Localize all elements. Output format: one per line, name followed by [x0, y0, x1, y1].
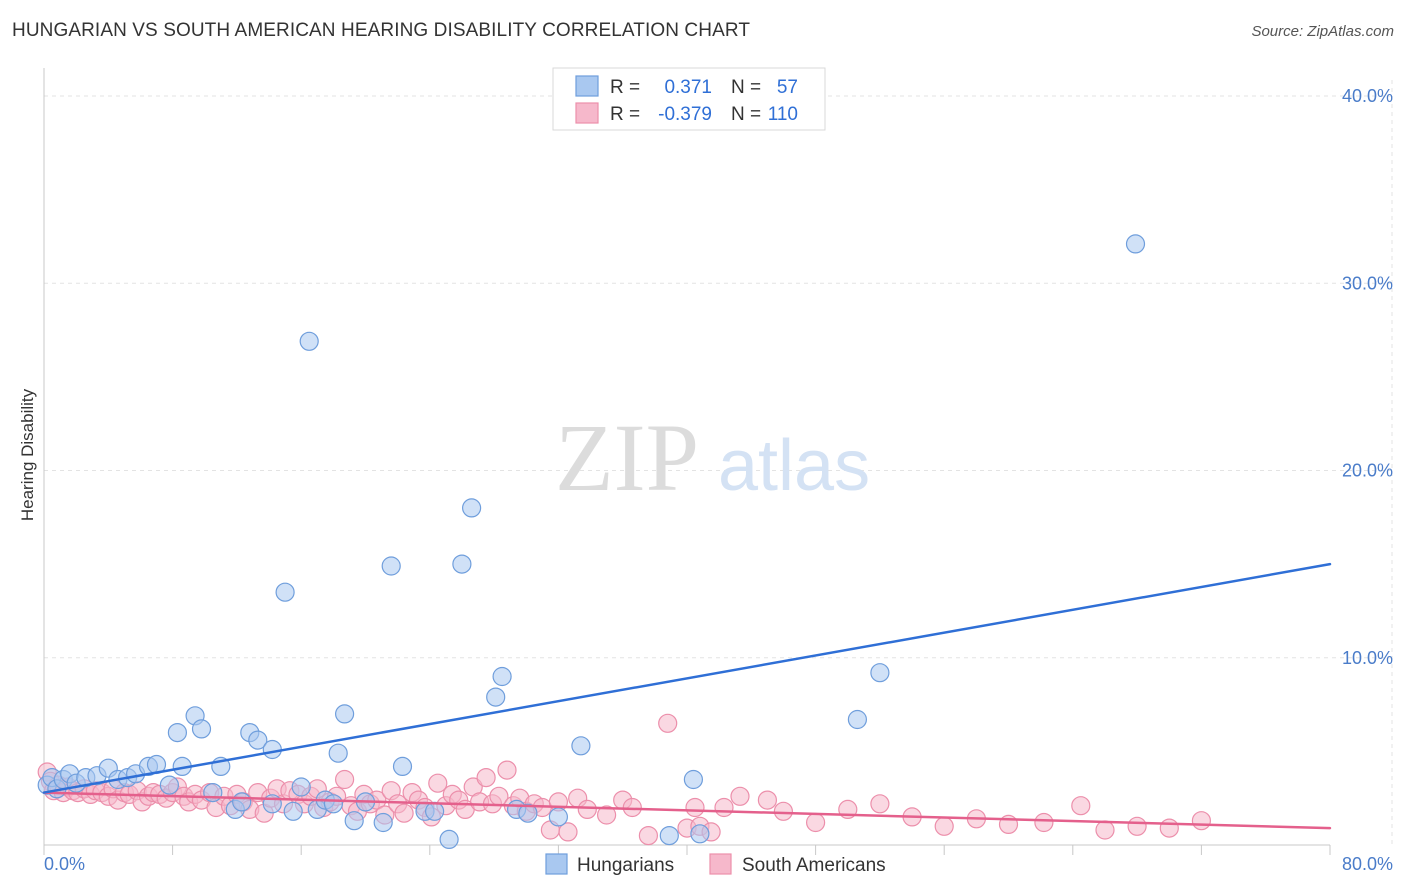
watermark-atlas: atlas [718, 426, 870, 506]
legend-n-value-south-americans: 110 [768, 104, 798, 125]
south-americans-point [1034, 812, 1054, 833]
south-americans-point [394, 803, 414, 823]
watermark: ZIP atlas [555, 404, 870, 511]
south-americans-point [1159, 818, 1179, 838]
hungarians-point [335, 704, 355, 724]
hungarians-point [344, 811, 364, 831]
hungarians-point [439, 829, 459, 850]
hungarians-point [452, 554, 472, 574]
south-americans-point [714, 797, 734, 818]
south-americans-point [870, 794, 890, 814]
south-americans-point [1071, 796, 1091, 816]
south-americans-point [577, 799, 597, 820]
legend-swatch-south-americans [575, 102, 599, 124]
hungarians-point [392, 756, 413, 777]
series-legend-south-americans: South Americans [742, 855, 886, 876]
hungarians-point [299, 331, 319, 351]
hungarians-point [870, 663, 890, 683]
south-americans-point [558, 822, 578, 842]
hungarians-trend-line [42, 562, 1332, 794]
hungarians-point [323, 794, 343, 814]
hungarians-point [328, 743, 348, 763]
tick-labels: 10.0% 20.0% 30.0% 40.0% 0.0% 80.0% [44, 86, 1393, 874]
legend-r-label-hungarians: R = [610, 77, 640, 98]
series-legend-swatch-hungarians [545, 853, 568, 875]
series-legend: Hungarians South Americans [545, 853, 886, 876]
legend-r-value-hungarians: 0.371 [664, 77, 712, 98]
hungarians-point [571, 736, 591, 756]
y-axis-label: Hearing Disability [18, 388, 37, 521]
hungarians-point [548, 807, 569, 827]
legend-n-value-hungarians: 57 [777, 77, 798, 98]
south-americans-point [1127, 816, 1147, 836]
axes [43, 68, 1331, 855]
chart-title: HUNGARIAN VS SOUTH AMERICAN HEARING DISA… [12, 20, 751, 41]
south-americans-point [773, 801, 794, 821]
legend-n-label-south-americans: N = [731, 104, 761, 125]
source-credit: Source: ZipAtlas.com [1251, 23, 1394, 40]
hungarians-point [486, 687, 506, 707]
x-tick-label: 80.0% [1342, 854, 1393, 874]
stats-legend: R = 0.371 N = 57 R = -0.379 N = 110 [552, 67, 826, 131]
hungarians-point [283, 801, 303, 821]
watermark-zip: ZIP [555, 404, 699, 511]
legend-r-label-south-americans: R = [610, 104, 640, 125]
hungarians-point [683, 769, 704, 790]
south-americans-trend-line [42, 791, 1332, 830]
y-tick-label: 40.0% [1342, 86, 1393, 106]
south-americans-point [757, 790, 778, 810]
hungarians-point [167, 722, 187, 743]
hungarians-point [492, 666, 512, 687]
hungarians-point [203, 782, 223, 803]
south-americans-point [685, 797, 705, 818]
x-tick-label: 0.0% [44, 854, 85, 874]
hungarians-points [37, 234, 1146, 850]
hungarians-point [518, 803, 538, 823]
gridlines [44, 80, 1393, 845]
south-americans-point [497, 760, 517, 780]
hungarians-point [381, 556, 401, 576]
trend-lines [42, 562, 1332, 830]
south-americans-point [1095, 820, 1115, 840]
south-americans-point [596, 805, 617, 825]
south-americans-point [658, 713, 678, 733]
south-americans-point [730, 786, 750, 806]
legend-r-value-south-americans: -0.379 [658, 104, 712, 125]
hungarians-point [462, 498, 482, 518]
hungarians-point [659, 825, 679, 846]
legend-swatch-hungarians [575, 75, 599, 97]
hungarians-point [690, 824, 710, 844]
hungarians-point [847, 709, 868, 730]
legend-n-label-hungarians: N = [731, 77, 761, 98]
south-americans-point [934, 816, 954, 836]
hungarians-point [373, 812, 393, 833]
south-americans-point [335, 769, 355, 790]
hungarians-point [262, 739, 282, 760]
south-americans-point [805, 812, 826, 833]
hungarians-point [1125, 234, 1146, 254]
series-legend-hungarians: Hungarians [577, 855, 674, 876]
y-tick-label: 20.0% [1342, 461, 1393, 481]
south-americans-point [476, 767, 496, 788]
south-americans-point [638, 825, 659, 846]
south-americans-point [1191, 811, 1212, 831]
y-tick-label: 10.0% [1342, 648, 1393, 668]
y-tick-label: 30.0% [1342, 273, 1393, 293]
hungarians-point [191, 719, 212, 739]
hungarians-point [425, 801, 445, 821]
hungarians-point [275, 582, 295, 602]
hungarians-point [159, 775, 179, 795]
hungarians-point [248, 730, 268, 750]
hungarians-point [232, 792, 252, 812]
south-americans-point [428, 773, 448, 793]
hungarians-point [291, 777, 311, 797]
series-legend-swatch-south-americans [709, 853, 732, 875]
south-americans-points [37, 713, 1212, 846]
